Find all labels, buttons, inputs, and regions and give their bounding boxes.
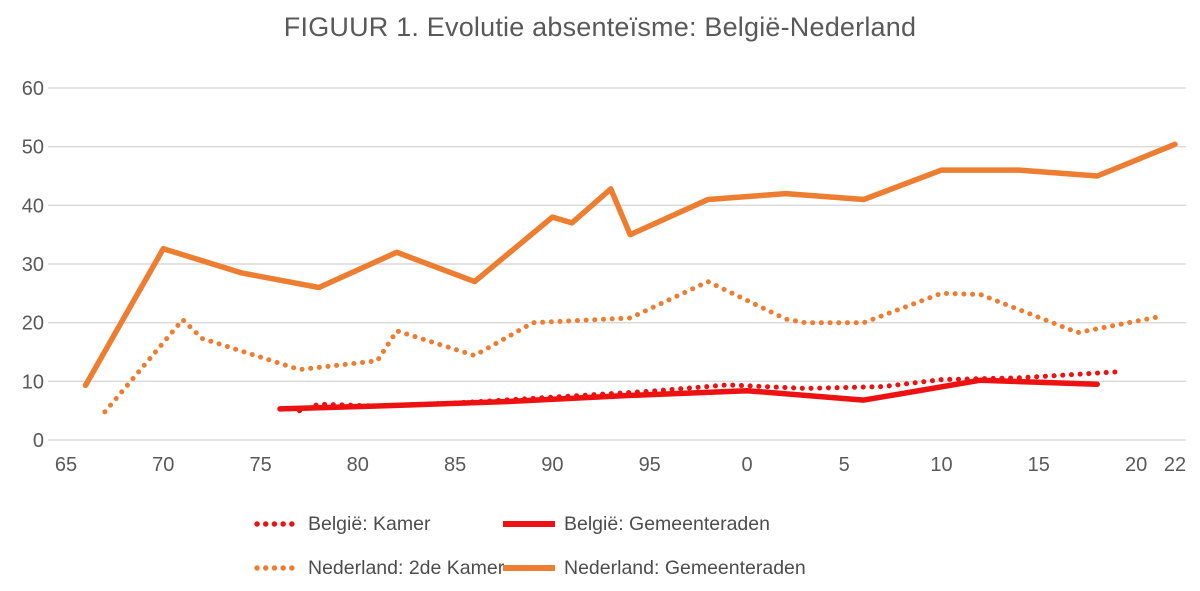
x-axis-tick-label: 95: [639, 454, 661, 476]
series-belgi-kamer: [297, 369, 1120, 414]
y-axis-tick-label: 10: [22, 371, 44, 393]
y-axis-tick-label: 30: [22, 254, 44, 276]
legend-label: Nederland: Gemeenteraden: [564, 556, 806, 579]
y-axis-tick-label: 60: [22, 78, 44, 100]
x-axis-tick-label: 80: [347, 454, 369, 476]
x-axis-tick-label: 75: [249, 454, 271, 476]
legend-label: Nederland: 2de Kamer: [308, 556, 505, 579]
legend-label: België: Gemeenteraden: [564, 512, 770, 535]
legend-item-nederland-gemeenteraden: Nederland: Gemeenteraden: [503, 556, 806, 580]
solid-line-marker-icon: [503, 565, 555, 571]
x-axis-tick-label: 10: [930, 454, 952, 476]
y-axis-tick-label: 50: [22, 137, 44, 159]
dotted-line-marker-icon: [254, 521, 299, 527]
x-axis-tick-label: 85: [444, 454, 466, 476]
y-axis-tick-label: 20: [22, 313, 44, 335]
chart-title: FIGUUR 1. Evolutie absenteïsme: België-N…: [283, 12, 917, 42]
x-axis-tick-label: 20: [1125, 454, 1147, 476]
y-axis-tick-label: 40: [22, 195, 44, 217]
legend-item-belgie-kamer: België: Kamer: [253, 512, 430, 536]
series-nederland-2de-kamer: [102, 279, 1158, 415]
x-axis-tick-label: 65: [55, 454, 77, 476]
series-belgi-gemeenteraden: [277, 377, 1100, 412]
series-nederland-gemeenteraden: [82, 141, 1178, 389]
x-axis-tick-label: 22: [1164, 454, 1186, 476]
legend-label: België: Kamer: [308, 512, 431, 535]
x-axis-tick-label: 0: [741, 454, 752, 476]
line-chart-plot: 0 10 20 30 40 50 60 65 70 75 80 85 90 95 0 5 10 15 20 22: [22, 78, 1186, 476]
dotted-line-marker-icon: [254, 565, 299, 571]
y-axis-tick-label: 0: [33, 430, 44, 452]
x-axis-tick-label: 15: [1028, 454, 1050, 476]
x-axis-tick-label: 5: [839, 454, 850, 476]
x-axis-tick-label: 70: [152, 454, 174, 476]
solid-line-marker-icon: [503, 521, 555, 527]
legend-item-belgie-gemeenteraden: België: Gemeenteraden: [503, 512, 770, 536]
legend-item-nederland-2dekamer: Nederland: 2de Kamer: [253, 556, 504, 580]
x-axis-tick-label: 90: [541, 454, 563, 476]
